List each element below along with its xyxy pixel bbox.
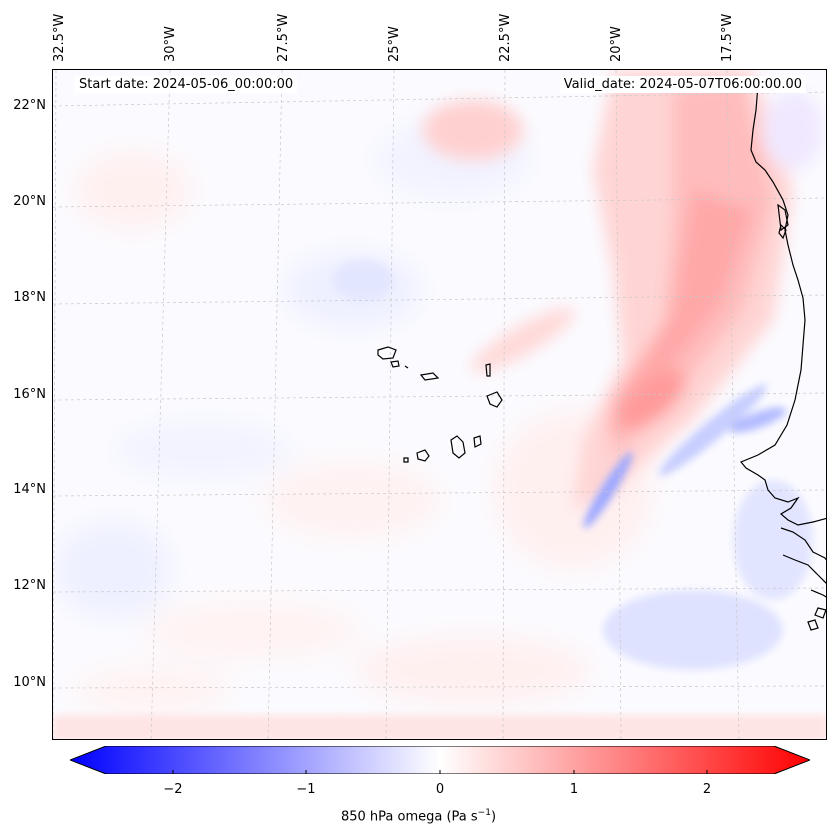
- colorbar-label: 850 hPa omega (Pa s−1): [340, 808, 497, 825]
- start-date-label: Start date: 2024-05-06_00:00:00: [75, 76, 298, 93]
- lat-label-18n: 18°N: [13, 290, 46, 305]
- african-coastline: [740, 84, 826, 631]
- colorbar-tick-0: 0: [435, 782, 445, 797]
- omega-map[interactable]: Start date: 2024-05-06_00:00:00 Valid_da…: [52, 69, 827, 740]
- red-band: [423, 70, 823, 510]
- lat-label-20n: 20°N: [13, 194, 46, 209]
- lon-label-17-5w: 17.5°W: [720, 13, 735, 62]
- lat-label-12n: 12°N: [13, 578, 46, 593]
- cabo-verde-islands: [377, 346, 503, 463]
- lon-label-20w: 20°W: [609, 26, 624, 62]
- blue-streaks: [333, 260, 813, 670]
- lon-label-30w: 30°W: [163, 26, 178, 62]
- lat-label-14n: 14°N: [13, 482, 46, 497]
- background-patches: [53, 120, 653, 715]
- lat-label-10n: 10°N: [13, 675, 46, 690]
- lon-label-32-5w: 32.5°W: [52, 13, 67, 62]
- bottom-red-strip: [53, 715, 826, 739]
- graticule: [53, 70, 826, 739]
- lon-label-27-5w: 27.5°W: [276, 13, 291, 62]
- lat-label-16n: 16°N: [13, 387, 46, 402]
- valid-date-label: Valid_date: 2024-05-07T06:00:00.00: [559, 76, 806, 93]
- colorbar-tick-2: 2: [702, 782, 712, 797]
- lat-label-22n: 22°N: [13, 98, 46, 113]
- colorbar-tick-neg1: −1: [296, 782, 316, 797]
- lon-label-22-5w: 22.5°W: [498, 13, 513, 62]
- lon-label-25w: 25°W: [387, 26, 402, 62]
- colorbar-tick-1: 1: [569, 782, 579, 797]
- colorbar-tick-neg2: −2: [163, 782, 183, 797]
- omega-field: [53, 70, 826, 739]
- colorbar: [70, 746, 810, 774]
